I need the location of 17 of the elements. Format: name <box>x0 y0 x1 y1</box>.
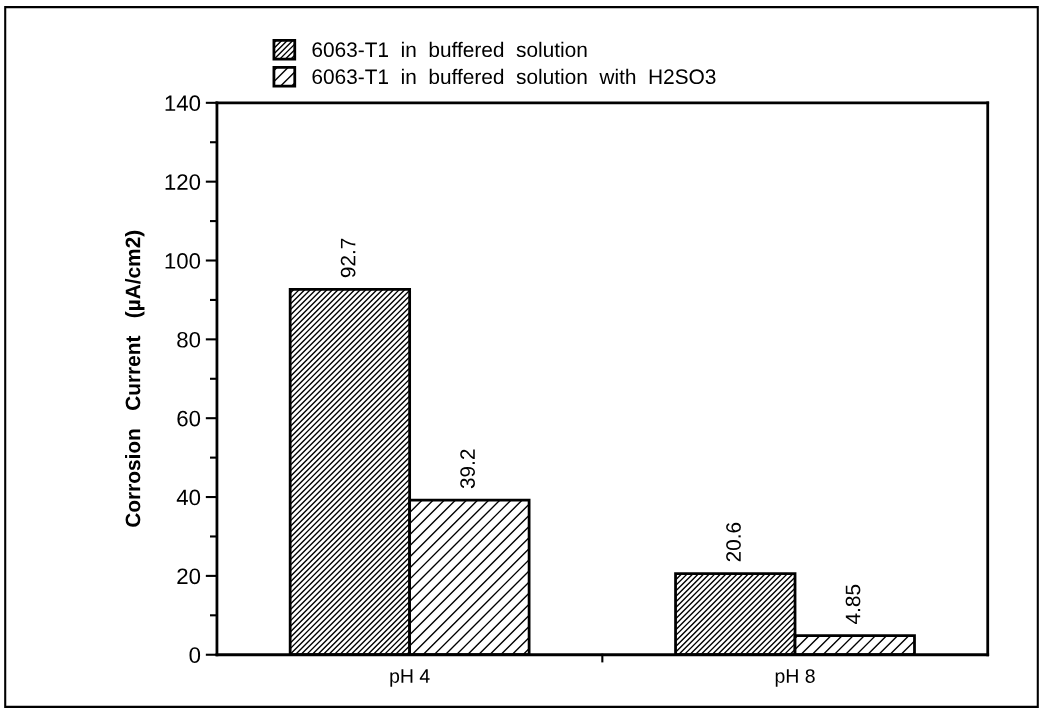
legend-label: 6063-T1 in buffered solution <box>312 41 587 58</box>
data-label: 39.2 <box>460 449 475 489</box>
y-tick-label: 120 <box>165 174 201 190</box>
x-tick-label: pH 4 <box>390 669 430 687</box>
y-axis-title: Corrosion Current (µA/cm2) <box>125 230 145 527</box>
y-tick-label: 60 <box>177 410 201 427</box>
data-label: 20.6 <box>726 522 741 562</box>
y-tick-label: 0 <box>189 647 201 664</box>
y-tick-label: 40 <box>176 489 201 506</box>
data-label: 92.7 <box>340 238 356 278</box>
y-tick-label: 20 <box>177 568 201 585</box>
x-tick-label: pH 8 <box>775 669 815 687</box>
y-tick-label: 140 <box>165 95 201 112</box>
y-tick-label: 80 <box>177 331 201 348</box>
data-label: 4.85 <box>845 584 861 625</box>
y-tick-label: 100 <box>165 253 201 269</box>
legend-label: 6063-T1 in buffered solution with H2SO3 <box>312 68 716 85</box>
